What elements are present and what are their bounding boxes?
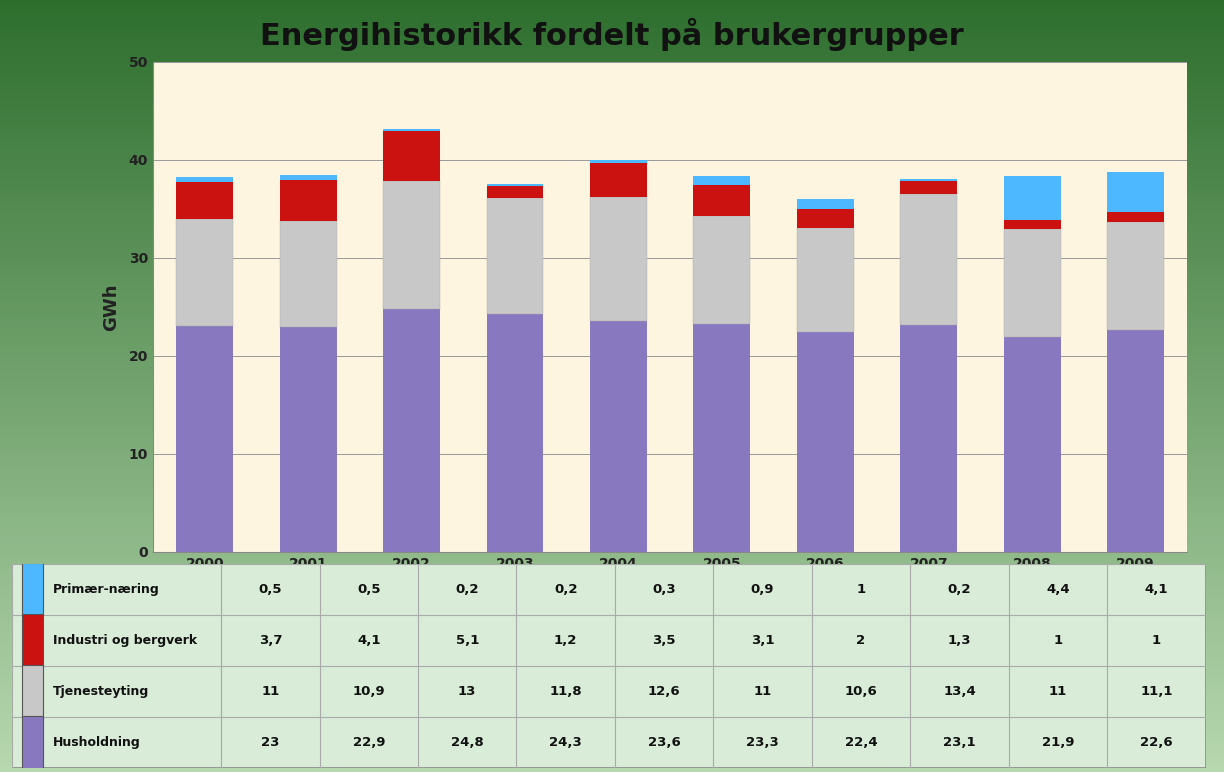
Text: 4,4: 4,4: [1047, 583, 1070, 596]
Text: 1,3: 1,3: [947, 634, 972, 647]
Text: Industri og bergverk: Industri og bergverk: [53, 634, 197, 647]
Text: 23: 23: [261, 736, 279, 749]
Text: 11: 11: [261, 685, 279, 698]
Text: Primær-næring: Primær-næring: [53, 583, 159, 596]
Text: 10,9: 10,9: [353, 685, 386, 698]
Bar: [22, 563, 43, 616]
Bar: [590, 160, 646, 163]
Bar: [280, 327, 337, 552]
Bar: [1108, 330, 1164, 552]
Bar: [280, 181, 337, 221]
Bar: [590, 197, 646, 320]
Bar: [901, 194, 957, 326]
Bar: [590, 320, 646, 552]
Bar: [1108, 171, 1164, 212]
Bar: [694, 323, 750, 552]
Bar: [487, 185, 543, 186]
Text: 0,5: 0,5: [357, 583, 381, 596]
Bar: [1004, 229, 1060, 337]
Bar: [797, 208, 853, 229]
Text: 11: 11: [754, 685, 771, 698]
Text: 22,4: 22,4: [845, 736, 878, 749]
Bar: [487, 313, 543, 552]
Text: 11: 11: [1049, 685, 1067, 698]
Bar: [176, 182, 233, 218]
Text: 24,3: 24,3: [550, 736, 583, 749]
Text: 1: 1: [1054, 634, 1062, 647]
Bar: [1004, 337, 1060, 552]
Bar: [797, 333, 853, 552]
Text: 22,9: 22,9: [353, 736, 386, 749]
Bar: [280, 175, 337, 181]
Bar: [383, 130, 439, 131]
Bar: [176, 327, 233, 552]
Text: Tjenesteyting: Tjenesteyting: [53, 685, 149, 698]
Text: 3,5: 3,5: [652, 634, 676, 647]
Y-axis label: GWh: GWh: [103, 283, 120, 330]
Text: 3,7: 3,7: [258, 634, 282, 647]
Text: 24,8: 24,8: [450, 736, 483, 749]
Bar: [1108, 212, 1164, 222]
Bar: [176, 218, 233, 327]
Text: 4,1: 4,1: [1144, 583, 1168, 596]
Bar: [590, 163, 646, 197]
Text: 23,1: 23,1: [944, 736, 976, 749]
Text: 10,6: 10,6: [845, 685, 878, 698]
Bar: [901, 326, 957, 552]
Text: 11,8: 11,8: [550, 685, 581, 698]
Text: 13: 13: [458, 685, 476, 698]
Bar: [797, 199, 853, 208]
Bar: [694, 185, 750, 215]
Bar: [383, 131, 439, 181]
Bar: [22, 614, 43, 667]
Bar: [22, 716, 43, 769]
Text: Husholdning: Husholdning: [53, 736, 141, 749]
Text: 13,4: 13,4: [944, 685, 976, 698]
Text: 12,6: 12,6: [647, 685, 681, 698]
Text: 23,6: 23,6: [647, 736, 681, 749]
Text: 23,3: 23,3: [747, 736, 778, 749]
Text: 1: 1: [857, 583, 865, 596]
Bar: [901, 181, 957, 194]
Bar: [1108, 222, 1164, 330]
Bar: [487, 198, 543, 313]
Text: 0,2: 0,2: [455, 583, 479, 596]
Bar: [22, 665, 43, 718]
Bar: [797, 229, 853, 333]
Text: Energihistorikk fordelt på brukergrupper: Energihistorikk fordelt på brukergrupper: [261, 19, 963, 51]
Bar: [280, 221, 337, 327]
Text: 22,6: 22,6: [1140, 736, 1173, 749]
Bar: [694, 177, 750, 185]
Text: 0,9: 0,9: [750, 583, 775, 596]
Text: 0,2: 0,2: [947, 583, 972, 596]
Bar: [1004, 219, 1060, 229]
Text: 5,1: 5,1: [455, 634, 479, 647]
Text: 21,9: 21,9: [1042, 736, 1075, 749]
Bar: [694, 215, 750, 323]
Text: 0,2: 0,2: [554, 583, 578, 596]
Bar: [383, 181, 439, 309]
Text: 0,3: 0,3: [652, 583, 676, 596]
Text: 3,1: 3,1: [750, 634, 775, 647]
Bar: [1004, 177, 1060, 219]
Bar: [383, 309, 439, 552]
Bar: [901, 179, 957, 181]
Bar: [176, 178, 233, 182]
Text: 0,5: 0,5: [258, 583, 282, 596]
Text: 1,2: 1,2: [554, 634, 578, 647]
Text: 2: 2: [857, 634, 865, 647]
Text: 4,1: 4,1: [357, 634, 381, 647]
Text: 11,1: 11,1: [1141, 685, 1173, 698]
Text: 1: 1: [1152, 634, 1162, 647]
Bar: [487, 186, 543, 198]
